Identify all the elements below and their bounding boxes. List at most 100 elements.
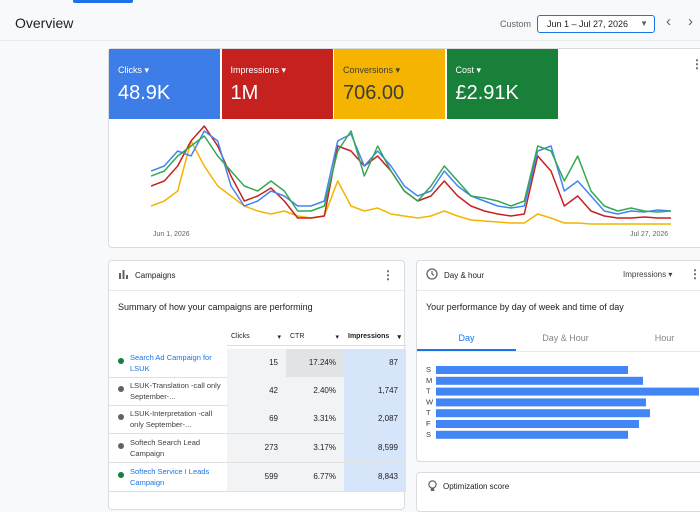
column-header[interactable]: Impressions ▾	[344, 329, 406, 346]
table-cell: 8,843	[344, 463, 406, 491]
tab-label: Day & Hour	[542, 333, 589, 343]
cell-value: 17.24%	[308, 358, 336, 367]
day-label: S	[426, 430, 431, 439]
day-label: W	[426, 397, 434, 406]
table-cell: 2,087	[344, 405, 406, 433]
date-range: Jun 1 – Jul 27, 2026	[547, 19, 629, 29]
column-label: Clicks	[231, 333, 250, 340]
card-subtitle: Summary of how your campaigns are perfor…	[118, 302, 313, 312]
metric-value: 1M	[230, 82, 259, 104]
cell-value: 8,843	[377, 472, 398, 481]
bar	[436, 409, 650, 418]
table-cell: 42	[227, 377, 286, 405]
line-chart	[151, 125, 671, 225]
campaigns-card: Campaigns ⋮ Summary of how your campaign…	[108, 260, 406, 510]
sort-arrow: ▾	[335, 334, 339, 341]
cell-value: 3.31%	[313, 414, 336, 423]
bar	[436, 387, 699, 396]
table-cell: 15	[227, 349, 286, 377]
day-label: T	[426, 387, 431, 396]
campaign-name[interactable]: Softech Search Lead Campaign	[130, 438, 201, 458]
metric-value: 706.00	[343, 82, 405, 104]
cell-value: 273	[264, 443, 278, 452]
metric-tile[interactable]: Conversions ▾ 706.00	[334, 49, 445, 119]
menu-button[interactable]: ⋮	[382, 268, 394, 282]
metric-tile[interactable]: Cost ▾ £2.91K	[446, 49, 558, 119]
x-axis-label: Jun 1, 2026	[153, 231, 190, 238]
campaign-name[interactable]: LSUK-Interpretation -call only September…	[130, 409, 213, 429]
campaign-name[interactable]: Softech Service I Leads Campaign	[130, 467, 210, 487]
status-dot	[118, 443, 124, 449]
cell-value: 87	[389, 358, 398, 367]
table-cell: 3.31%	[286, 405, 344, 433]
table-cell: 273	[227, 434, 286, 462]
dropdown-arrow: ▼	[640, 19, 648, 28]
tab[interactable]: Day	[417, 327, 516, 351]
prev-button[interactable]: ‹	[666, 13, 671, 30]
header-divider	[0, 40, 700, 41]
table-cell: 17.24%	[286, 349, 344, 377]
metric-label: Cost ▾	[455, 65, 482, 75]
series-line	[151, 130, 671, 213]
cell-value: 69	[269, 414, 278, 423]
metric-tile[interactable]: Impressions ▾ 1M	[221, 49, 333, 119]
day-label: S	[426, 365, 431, 374]
range-label: Custom	[500, 19, 532, 29]
overview-card: ⋮ Clicks ▾ 48.9K Impressions ▾ 1M Conversion…	[108, 48, 700, 248]
divider	[109, 290, 406, 291]
table-cell: 87	[344, 349, 406, 377]
x-axis-label: Jul 27, 2026	[630, 231, 669, 238]
day-label: T	[426, 408, 431, 417]
day-hour-card: Day & hour Impressions ▾ ⋮ Your performa…	[416, 260, 700, 462]
status-dot	[118, 358, 124, 364]
cell-value: 8,599	[377, 443, 398, 452]
column-header[interactable]: Clicks ▾	[227, 329, 286, 346]
metric-label: Impressions ▾	[230, 65, 287, 75]
cell-value: 3.17%	[313, 443, 336, 452]
card-subtitle: Your performance by day of week and time…	[426, 302, 624, 312]
dropdown-arrow: ▾	[393, 65, 401, 75]
bar	[436, 376, 643, 385]
day-label: M	[426, 376, 432, 385]
campaign-name[interactable]: Search Ad Campaign for LSUK	[130, 353, 212, 373]
table-cell: 2.40%	[286, 377, 344, 405]
metric-label: Conversions ▾	[343, 65, 401, 75]
campaign-name[interactable]: LSUK-Translation -call only September-..…	[130, 381, 221, 401]
card-title: Campaigns	[135, 271, 176, 280]
cell-value: 2.40%	[313, 386, 336, 395]
metric-label: Clicks ▾	[118, 65, 150, 75]
cell-value: 42	[269, 386, 278, 395]
bulb-icon	[428, 480, 437, 491]
bar-icon	[119, 270, 128, 279]
column-label: Impressions	[348, 333, 390, 340]
cell-value: 1,747	[377, 386, 398, 395]
active-tab-indicator	[73, 0, 133, 3]
date-picker[interactable]: Jun 1 – Jul 27, 2026 ▼	[537, 15, 655, 33]
series-line	[151, 140, 671, 225]
status-dot	[118, 414, 124, 420]
tab[interactable]: Day & Hour	[516, 327, 615, 351]
cell-value: 6.77%	[313, 472, 336, 481]
menu-button[interactable]: ⋮	[689, 267, 700, 281]
card-title: Optimization score	[443, 482, 510, 491]
cell-value: 2,087	[377, 414, 398, 423]
bar	[436, 398, 646, 407]
menu-button[interactable]: ⋮	[691, 57, 700, 71]
metric-selector[interactable]: Impressions ▾	[623, 270, 673, 279]
dropdown-arrow: ▾	[279, 65, 287, 75]
metric-label: Impressions	[623, 270, 667, 279]
bar	[436, 366, 628, 374]
card-title: Day & hour	[444, 271, 485, 280]
column-header[interactable]: CTR ▾	[286, 329, 344, 346]
metric-value: 48.9K	[118, 82, 171, 104]
tab[interactable]: Hour	[615, 327, 700, 351]
cell-value: 15	[269, 358, 278, 367]
tab-label: Day	[458, 333, 475, 343]
metric-tile[interactable]: Clicks ▾ 48.9K	[109, 49, 220, 119]
tab-divider	[417, 351, 700, 352]
tab-label: Hour	[654, 333, 675, 343]
next-button[interactable]: ›	[688, 13, 693, 30]
clock-icon	[426, 268, 438, 280]
row-border	[109, 433, 406, 434]
